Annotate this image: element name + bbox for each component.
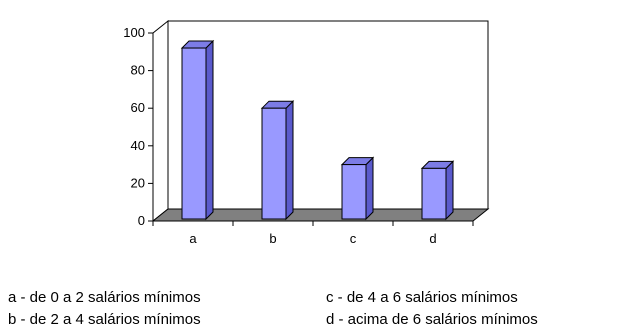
bar-b-side bbox=[285, 99, 294, 221]
chart-side-wall bbox=[152, 19, 169, 223]
legend-item-d: d - acima de 6 salários mínimos bbox=[326, 311, 538, 328]
y-tick-label: 80 bbox=[131, 63, 145, 78]
legend-item-c: c - de 4 a 6 salários mínimos bbox=[326, 289, 518, 306]
x-category-label-d: d bbox=[429, 231, 436, 246]
bar-c bbox=[341, 164, 367, 220]
bar-a-side bbox=[205, 39, 214, 221]
y-tick-label: 60 bbox=[131, 100, 145, 115]
x-category-label-b: b bbox=[269, 231, 276, 246]
bar-b bbox=[261, 107, 287, 220]
legend-item-a: a - de 0 a 2 salários mínimos bbox=[8, 289, 201, 306]
bar-d bbox=[421, 167, 447, 220]
bar-chart: 0 20 40 60 80 100 a b c d bbox=[123, 19, 490, 246]
bar-d-side bbox=[445, 160, 454, 221]
x-category-label-c: c bbox=[350, 231, 357, 246]
y-tick-label: 20 bbox=[131, 175, 145, 190]
x-category-label-a: a bbox=[189, 231, 197, 246]
y-tick-label: 40 bbox=[131, 138, 145, 153]
bar-c-side bbox=[365, 156, 374, 221]
legend-item-b: b - de 2 a 4 salários mínimos bbox=[8, 311, 201, 328]
y-tick-label: 0 bbox=[138, 213, 145, 228]
y-tick-label: 100 bbox=[123, 25, 145, 40]
bar-a bbox=[181, 47, 207, 220]
